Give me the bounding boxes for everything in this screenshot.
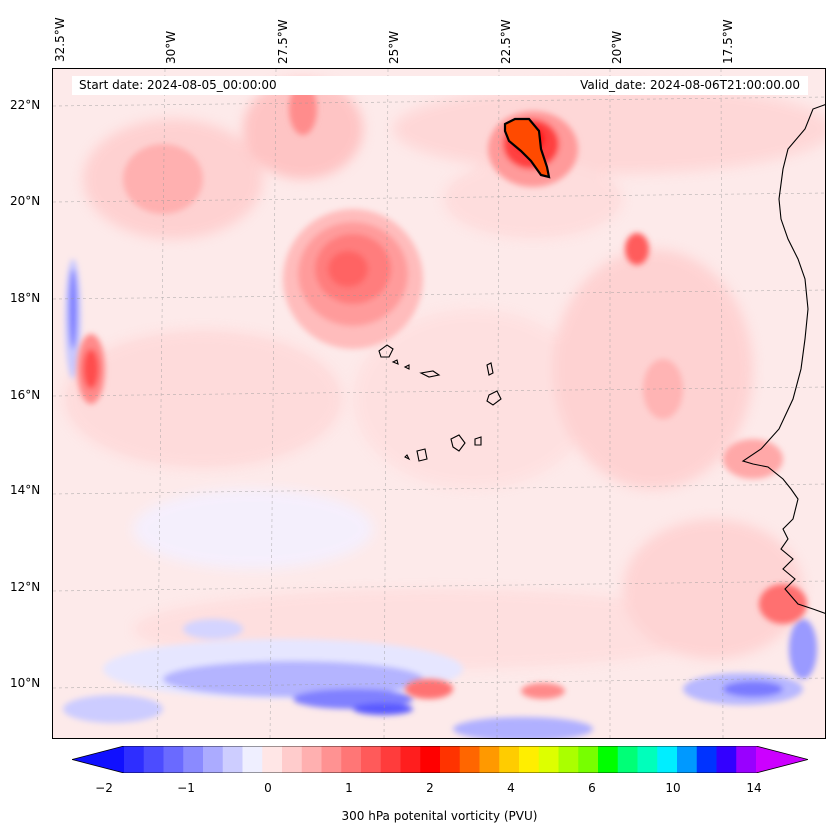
colorbar-cell <box>262 746 283 773</box>
colorbar-extend-min <box>72 746 124 773</box>
lon-label: 17.5°W <box>721 19 735 64</box>
colorbar-tick: 14 <box>746 781 762 795</box>
colorbar-cell <box>420 746 441 773</box>
colorbar-tick: −1 <box>177 781 195 795</box>
colorbar-cell <box>519 746 540 773</box>
info-box: Start date: 2024-08-05_00:00:00 Valid_da… <box>72 76 808 95</box>
colorbar-cell <box>558 746 579 773</box>
colorbar-cell <box>716 746 737 773</box>
colorbar-cell <box>598 746 619 773</box>
colorbar-cell <box>440 746 461 773</box>
pv-field <box>53 69 825 738</box>
lon-label: 22.5°W <box>499 19 513 64</box>
lon-label: 27.5°W <box>276 19 290 64</box>
colorbar-cell <box>143 746 164 773</box>
colorbar-cell <box>124 746 145 773</box>
lat-label: 22°N <box>10 98 41 112</box>
colorbar-cell <box>696 746 717 773</box>
colorbar-cell <box>499 746 520 773</box>
colorbar-cell <box>242 746 263 773</box>
lat-label: 12°N <box>10 580 41 594</box>
lat-label: 14°N <box>10 483 41 497</box>
colorbar-title: 300 hPa potenital vorticity (PVU) <box>341 809 538 823</box>
colorbar-cell <box>301 746 322 773</box>
colorbar-tick: 0 <box>264 781 272 795</box>
colorbar-cell <box>578 746 599 773</box>
lon-label: 25°W <box>387 30 401 64</box>
colorbar-cell <box>617 746 638 773</box>
colorbar-tick: 10 <box>665 781 681 795</box>
colorbar-cell <box>677 746 698 773</box>
colorbar-tick: −2 <box>95 781 113 795</box>
lat-label: 18°N <box>10 291 41 305</box>
lat-label: 16°N <box>10 388 41 402</box>
colorbar-cell <box>163 746 184 773</box>
colorbar-cell <box>736 746 757 773</box>
colorbar-cell <box>459 746 480 773</box>
colorbar-cell <box>282 746 303 773</box>
colorbar-extend-max <box>756 746 808 773</box>
colorbar-cell <box>380 746 401 773</box>
lat-label: 10°N <box>10 676 41 690</box>
lat-label: 20°N <box>10 194 41 208</box>
colorbar-cell <box>341 746 362 773</box>
colorbar-cell <box>321 746 342 773</box>
colorbar-cell <box>222 746 243 773</box>
colorbar-cell <box>183 746 204 773</box>
colorbar-cell <box>538 746 559 773</box>
colorbar-tick: 2 <box>426 781 434 795</box>
lon-label: 32.5°W <box>53 17 67 62</box>
valid-date-label: Valid_date: 2024-08-06T21:00:00.00 <box>580 78 800 92</box>
colorbar-cell <box>479 746 500 773</box>
colorbar-cell <box>203 746 224 773</box>
colorbar-tick: 6 <box>588 781 596 795</box>
start-date-label: Start date: 2024-08-05_00:00:00 <box>79 78 277 92</box>
colorbar-cell <box>361 746 382 773</box>
colorbar-cell <box>637 746 658 773</box>
colorbar-tick: 4 <box>507 781 515 795</box>
colorbar-tick: 1 <box>345 781 353 795</box>
lon-label: 30°W <box>164 30 178 64</box>
colorbar-cell <box>657 746 678 773</box>
pv-map <box>52 68 826 739</box>
lon-label: 20°W <box>610 30 624 64</box>
colorbar-cell <box>400 746 421 773</box>
colorbar <box>72 746 808 773</box>
